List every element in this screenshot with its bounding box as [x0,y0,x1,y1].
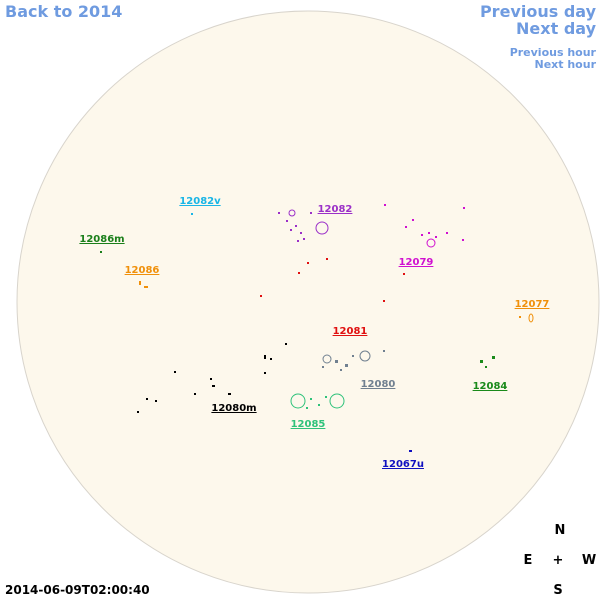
region-label[interactable]: 12067u [382,459,424,470]
spots [139,281,148,288]
region-label[interactable]: 12086 [125,265,160,276]
spots [137,343,287,413]
compass-center: + [553,553,564,568]
spots [322,350,385,371]
spots [384,204,465,248]
previous-hour-link[interactable]: Previous hour [510,46,597,59]
solar-disk [16,10,600,594]
spots [191,213,193,215]
region-label[interactable]: 12079 [399,257,434,268]
region-label[interactable]: 12077 [515,299,550,310]
timestamp: 2014-06-09T02:00:40 [5,583,150,597]
region-label[interactable]: 12086m [79,234,124,245]
next-hour-link[interactable]: Next hour [535,58,597,71]
spots [409,450,412,452]
region-label[interactable]: 12080 [361,379,396,390]
previous-day-link[interactable]: Previous day [480,2,597,21]
compass-north: N [555,523,566,538]
spots [290,393,345,409]
spots [260,258,405,302]
region-label[interactable]: 12084 [473,381,508,392]
region-label[interactable]: 12082 [318,204,353,215]
region-label[interactable]: 12082v [179,196,221,207]
spots [519,313,534,323]
region-label[interactable]: 12080m [211,403,256,414]
region-label[interactable]: 12085 [291,419,326,430]
back-link[interactable]: Back to 2014 [5,2,122,21]
spots [480,356,495,368]
compass-south: S [553,583,562,598]
compass-west: W [582,553,596,568]
spots [100,251,102,253]
region-label[interactable]: 12081 [333,326,368,337]
spots [278,209,329,242]
compass-east: E [524,553,533,568]
next-day-link[interactable]: Next day [516,19,597,38]
